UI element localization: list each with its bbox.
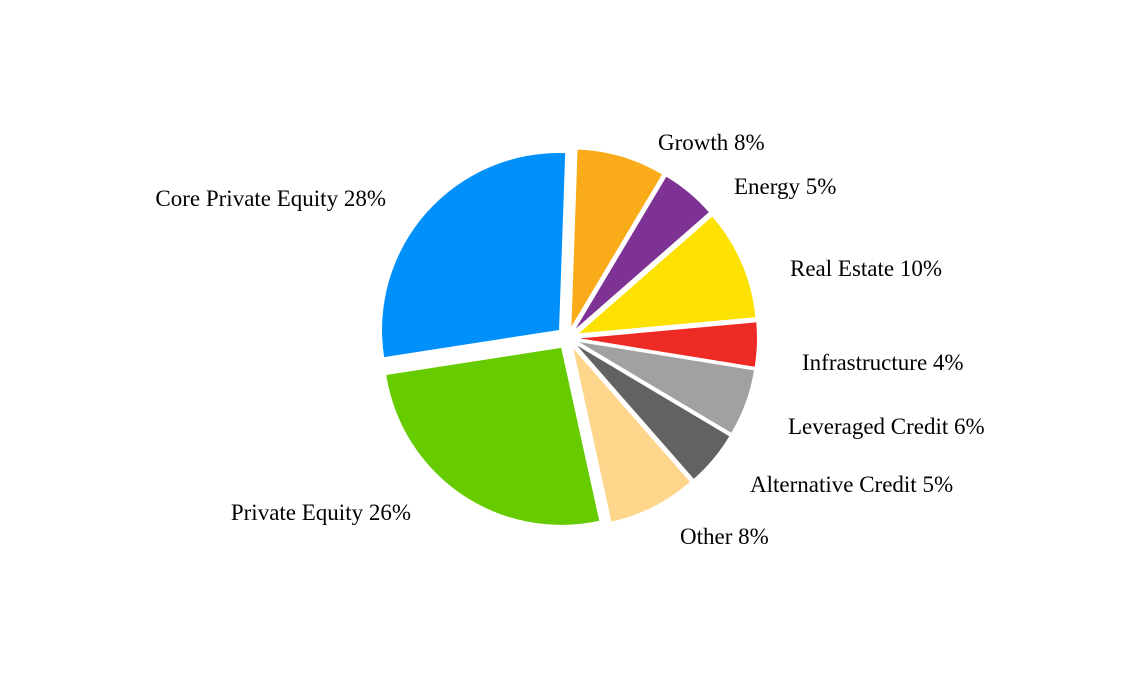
slice-label-growth: Growth 8%	[658, 130, 765, 155]
pie-labels: Growth 8% Energy 5% Real Estate 10% Infrast…	[155, 130, 984, 549]
pie-slice-private-equity	[386, 347, 600, 525]
slice-label-leveraged-credit: Leveraged Credit 6%	[788, 414, 985, 439]
pie-slices	[382, 149, 757, 525]
pie-slice-other	[573, 348, 690, 522]
pie-slice-infrastructure	[579, 322, 757, 367]
pie-slice-leveraged-credit	[579, 342, 754, 433]
pie-slice-core-private-equity	[382, 153, 566, 358]
slice-label-energy: Energy 5%	[734, 174, 836, 199]
slice-label-private-equity: Private Equity 26%	[231, 500, 411, 525]
slice-label-other: Other 8%	[680, 524, 769, 549]
slice-label-infrastructure: Infrastructure 4%	[802, 350, 964, 375]
slice-label-real-estate: Real Estate 10%	[790, 256, 942, 281]
pie-slice-real-estate	[579, 216, 756, 334]
pie-slice-energy	[575, 176, 709, 329]
slice-label-core-private-equity: Core Private Equity 28%	[155, 186, 386, 211]
slice-label-alternative-credit: Alternative Credit 5%	[750, 472, 953, 497]
pie-slice-alternative-credit	[577, 345, 730, 479]
pie-slice-growth	[571, 149, 663, 327]
